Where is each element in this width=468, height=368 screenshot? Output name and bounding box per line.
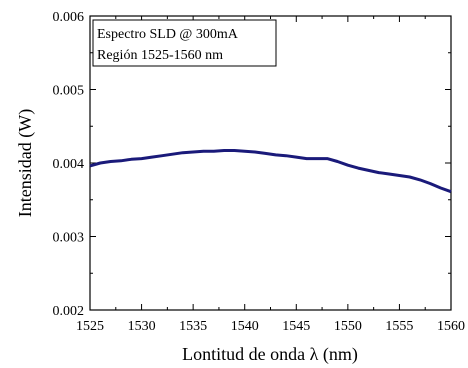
y-tick-label: 0.003: [53, 231, 85, 246]
x-axis-title: Lontitud de onda λ (nm): [182, 344, 358, 365]
x-tick-label: 1550: [334, 319, 362, 334]
x-tick-label: 1560: [437, 319, 465, 334]
legend-line-2: Región 1525-1560 nm: [97, 48, 223, 63]
y-tick-label: 0.005: [53, 84, 85, 99]
series-group: [89, 149, 452, 194]
x-tick-label: 1555: [385, 319, 413, 334]
spectrum-line: [89, 149, 452, 194]
y-tick-label: 0.006: [53, 10, 85, 25]
legend-line-1: Espectro SLD @ 300mA: [97, 27, 239, 42]
y-tick-label: 0.002: [53, 304, 85, 319]
tick-group: 1525 1530 1535 1540 1545 1550 1555 1560 0.002 0.0…: [53, 10, 466, 334]
x-tick-label: 1545: [282, 319, 310, 334]
y-axis-title: Intensidad (W): [15, 109, 36, 217]
x-tick-label: 1530: [128, 319, 156, 334]
x-tick-label: 1525: [76, 319, 104, 334]
legend-box: [92, 19, 277, 67]
x-tick-label: 1540: [231, 319, 259, 334]
legend: Espectro SLD @ 300mA Región 1525-1560 nm: [92, 19, 277, 67]
x-tick-label: 1535: [179, 319, 207, 334]
y-tick-label: 0.004: [53, 157, 85, 172]
